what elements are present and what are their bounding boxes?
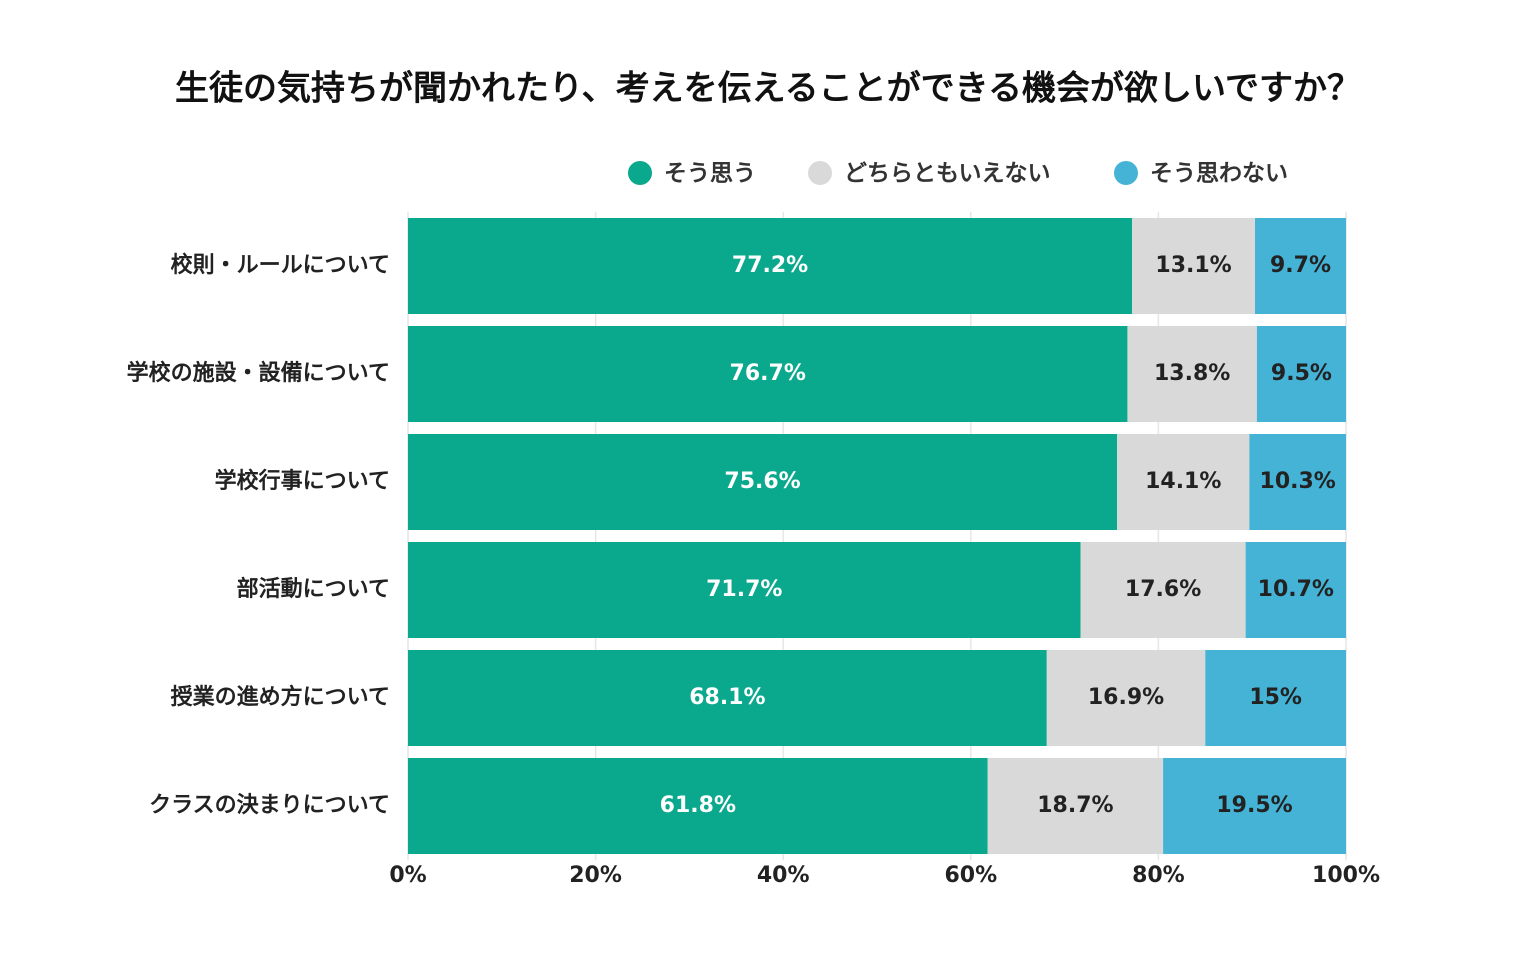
data-label: 19.5% [1216, 793, 1292, 818]
bar-segment [1132, 218, 1256, 314]
x-tick-label: 40% [757, 863, 810, 888]
x-tick-label: 20% [569, 863, 622, 888]
chart-title: 生徒の気持ちが聞かれたり、考えを伝えることができる機会が欲しいですか？ [175, 69, 1361, 109]
x-tick-label: 60% [944, 863, 997, 888]
bar-segment [1046, 650, 1206, 746]
y-tick-label: 校則・ルールについて [171, 252, 390, 278]
data-label: 61.8% [660, 793, 736, 818]
data-label: 18.7% [1037, 793, 1113, 818]
data-label: 77.2% [732, 253, 808, 278]
data-label: 9.7% [1270, 253, 1331, 278]
legend-swatch [1114, 161, 1138, 185]
bar-segment [1117, 434, 1250, 530]
bar-segment [1163, 758, 1346, 854]
y-tick-label: 授業の進め方について [171, 684, 390, 710]
data-label: 76.7% [730, 361, 806, 386]
bar-segment [408, 218, 1133, 314]
bar-segment [1080, 542, 1246, 638]
legend-swatch [628, 161, 652, 185]
bar-segment [1205, 650, 1346, 746]
data-label: 14.1% [1145, 469, 1221, 494]
bar-segment [408, 758, 988, 854]
data-label: 9.5% [1271, 361, 1332, 386]
bar-segment [408, 326, 1128, 422]
data-label: 10.7% [1258, 577, 1334, 602]
y-tick-label: 部活動について [237, 576, 390, 602]
bar-segment [408, 434, 1118, 530]
y-tick-label: 学校行事について [215, 468, 390, 494]
bar-segment [1255, 218, 1346, 314]
x-tick-label: 80% [1132, 863, 1185, 888]
data-label: 15% [1249, 685, 1302, 710]
bar-segment [408, 542, 1081, 638]
legend-label: そう思わない [1150, 161, 1288, 187]
data-label: 17.6% [1125, 577, 1201, 602]
data-label: 10.3% [1260, 469, 1336, 494]
x-tick-label: 0% [389, 863, 426, 888]
data-label: 75.6% [724, 469, 800, 494]
y-tick-label: クラスの決まりについて [149, 793, 390, 818]
data-label: 13.1% [1155, 253, 1231, 278]
y-tick-label: 学校の施設・設備について [127, 360, 390, 386]
data-label: 16.9% [1088, 685, 1164, 710]
legend-swatch [808, 161, 832, 185]
data-label: 71.7% [706, 577, 782, 602]
legend-label: そう思う [664, 161, 756, 187]
data-label: 68.1% [689, 685, 765, 710]
x-tick-label: 100% [1312, 863, 1380, 888]
data-label: 13.8% [1154, 361, 1230, 386]
bar-segment [987, 758, 1164, 854]
bar-segment [1127, 326, 1257, 422]
legend-label: どちらともいえない [844, 161, 1051, 187]
bar-segment [408, 650, 1047, 746]
bar-segment [1245, 542, 1346, 638]
bar-segment [1256, 326, 1346, 422]
bar-segment [1249, 434, 1346, 530]
